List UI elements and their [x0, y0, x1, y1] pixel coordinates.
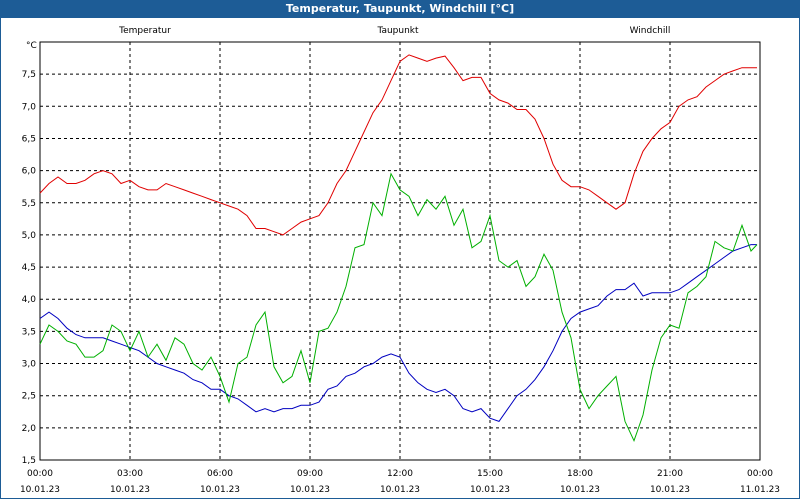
x-tick-date: 10.01.23 — [650, 485, 690, 495]
x-tick-time: 12:00 — [387, 469, 413, 479]
y-axis-ticks: 1,5 2,0 2,5 3,0 3,5 4,0 4,5 5,0 5,5 6,0 6,5 7,0 7,5 — [22, 70, 37, 466]
x-tick-time: 03:00 — [117, 469, 143, 479]
y-tick-label: 6,0 — [22, 167, 37, 177]
plot-area — [39, 41, 761, 461]
y-tick-label: 3,0 — [22, 360, 37, 370]
y-tick-label: 7,5 — [22, 70, 36, 80]
legend: Temperatur Taupunkt Windchill — [118, 26, 670, 36]
y-tick-label: 3,5 — [22, 327, 36, 337]
x-tick-date: 10.01.23 — [380, 485, 420, 495]
grid — [39, 42, 761, 461]
x-tick-date: 11.01.23 — [740, 485, 780, 495]
x-tick-time: 18:00 — [567, 469, 593, 479]
x-tick-date: 10.01.23 — [110, 485, 150, 495]
series-line-windchill — [39, 172, 758, 443]
x-tick-time: 21:00 — [657, 469, 683, 479]
window-title: Temperatur, Taupunkt, Windchill [°C] — [0, 0, 800, 18]
x-tick-time: 15:00 — [477, 469, 503, 479]
x-axis-ticks: 00:00 10.01.23 03:00 10.01.23 06:00 10.01.23 0… — [20, 469, 780, 495]
y-tick-label: 4,5 — [22, 263, 36, 273]
legend-entry-temperatur: Temperatur — [118, 26, 171, 36]
x-tick-date: 10.01.23 — [290, 485, 330, 495]
y-tick-label: 4,0 — [22, 295, 37, 305]
x-tick-time: 09:00 — [297, 469, 323, 479]
series-line-taupunkt — [39, 244, 757, 422]
x-tick-date: 10.01.23 — [200, 485, 240, 495]
y-tick-label: 2,5 — [22, 392, 36, 402]
series-lines — [39, 54, 758, 443]
y-tick-label: 6,5 — [22, 134, 36, 144]
y-tick-label: 7,0 — [22, 102, 37, 112]
y-axis-unit: °C — [26, 41, 37, 51]
y-tick-label: 5,0 — [22, 231, 37, 241]
x-tick-time: 06:00 — [207, 469, 233, 479]
series-line-temperatur — [39, 54, 757, 236]
legend-entry-taupunkt: Taupunkt — [376, 26, 419, 36]
x-tick-time: 00:00 — [747, 469, 773, 479]
x-tick-date: 10.01.23 — [560, 485, 600, 495]
legend-entry-windchill: Windchill — [630, 26, 671, 36]
y-tick-label: 5,5 — [22, 199, 36, 209]
y-tick-label: 2,0 — [22, 424, 37, 434]
x-tick-date: 10.01.23 — [470, 485, 510, 495]
x-tick-time: 00:00 — [27, 469, 53, 479]
x-tick-date: 10.01.23 — [20, 485, 60, 495]
y-tick-label: 1,5 — [22, 456, 36, 466]
